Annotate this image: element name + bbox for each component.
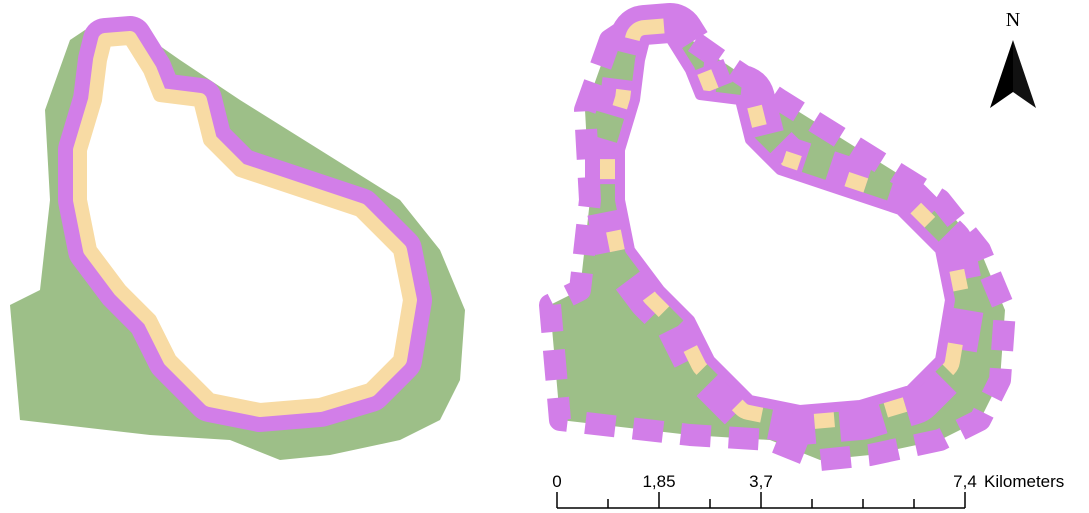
arrow-left	[990, 40, 1013, 108]
scale-unit: Kilometers	[984, 472, 1064, 491]
north-label: N	[1006, 9, 1020, 31]
atoll-map-right	[550, 20, 1005, 460]
scale-label: 1,85	[642, 472, 675, 491]
north-arrow: N	[990, 9, 1036, 108]
scale-label: 0	[552, 472, 561, 491]
scale-label: 3,7	[749, 472, 773, 491]
map-figure: N 0 1,85 3,7 7,4 Kilometers	[0, 0, 1089, 513]
scale-label: 7,4	[953, 472, 977, 491]
atoll-map-left	[10, 20, 465, 460]
arrow-right	[1013, 40, 1036, 108]
scale-bar: 0 1,85 3,7 7,4 Kilometers	[552, 472, 1064, 508]
